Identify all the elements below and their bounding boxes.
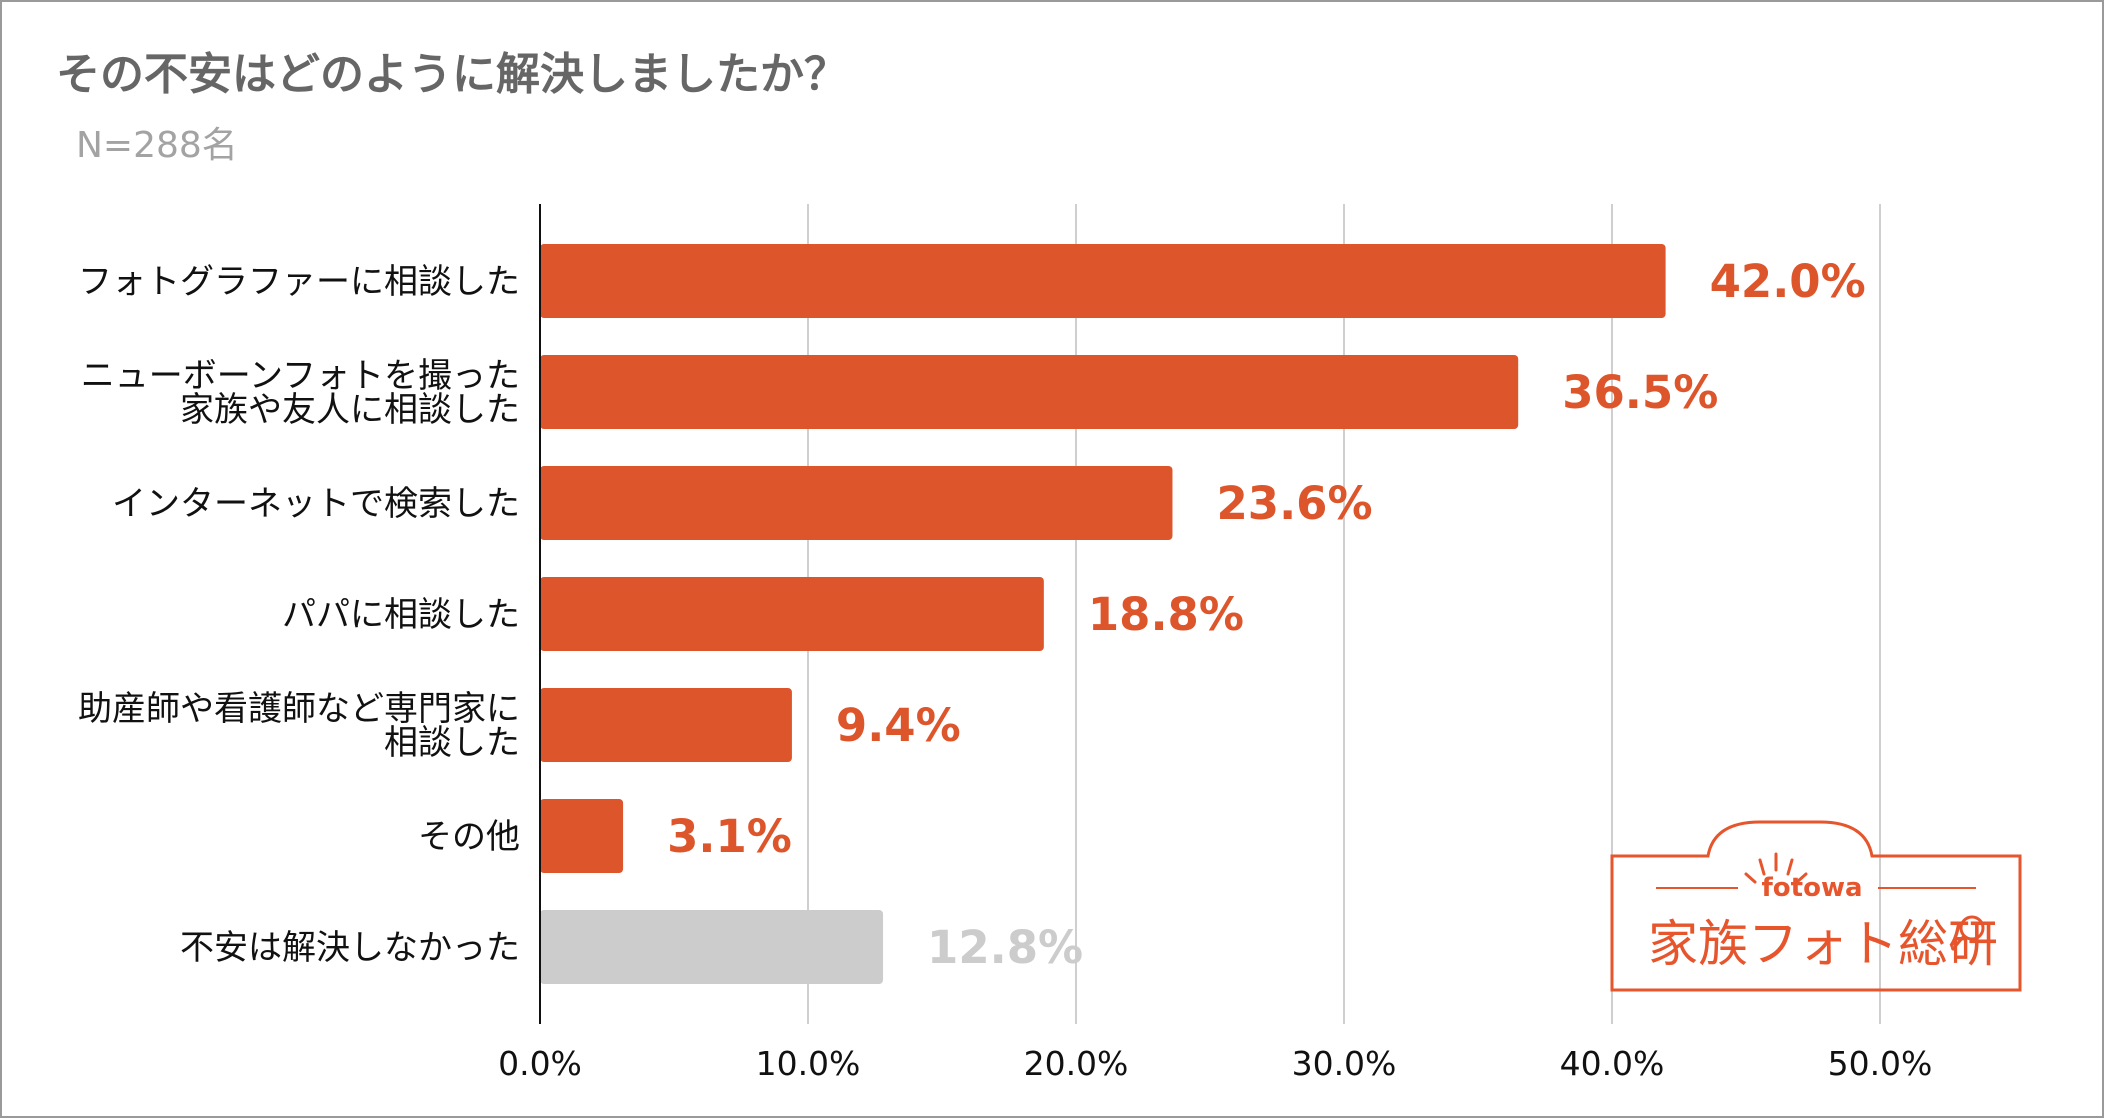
category-label-4-1: 相談した <box>384 723 520 763</box>
logo-frame <box>1610 820 2022 992</box>
bar-6 <box>540 910 884 984</box>
value-label-6: 12.8% <box>927 921 1083 974</box>
value-label-0: 42.0% <box>1710 255 1866 308</box>
logo-text: 家族フォト総研 <box>1648 915 1998 973</box>
chart-subtitle: N=288名 <box>76 125 238 166</box>
bar-5 <box>540 799 624 873</box>
magnifier-icon <box>1950 915 1985 951</box>
bar-2 <box>540 466 1173 540</box>
category-label-1-0: ニューボーンフォトを撮った <box>81 356 520 396</box>
value-label-1: 36.5% <box>1562 366 1718 419</box>
x-tick-label-1: 10.0% <box>756 1044 861 1083</box>
x-tick-label-0: 0.0% <box>498 1044 582 1083</box>
category-label-4-0: 助産師や看護師など専門家に <box>78 689 520 729</box>
value-label-5: 3.1% <box>667 810 792 863</box>
bar-4 <box>540 688 792 762</box>
x-tick-label-2: 20.0% <box>1024 1044 1129 1083</box>
category-label-2-0: インターネットで検索した <box>112 484 520 524</box>
value-label-3: 18.8% <box>1088 588 1244 641</box>
category-label-6-0: 不安は解決しなかった <box>180 928 520 968</box>
x-tick-label-5: 50.0% <box>1828 1044 1933 1083</box>
value-label-4: 9.4% <box>836 699 961 752</box>
bar-3 <box>540 577 1044 651</box>
bar-0 <box>540 244 1666 318</box>
category-label-5-0: その他 <box>418 817 520 857</box>
value-label-2: 23.6% <box>1216 477 1372 530</box>
x-tick-label-3: 30.0% <box>1292 1044 1397 1083</box>
category-label-0-0: フォトグラファーに相談した <box>78 262 520 302</box>
sun-rays-icon <box>1744 852 1808 884</box>
logo-badge <box>1610 820 2022 992</box>
x-tick-label-4: 40.0% <box>1560 1044 1665 1083</box>
category-label-3-0: パパに相談した <box>282 595 520 635</box>
logo-brand: fotowa <box>1761 873 1863 903</box>
chart-title: その不安はどのように解決しましたか？ <box>56 49 848 100</box>
category-label-1-1: 家族や友人に相談した <box>180 390 520 430</box>
bar-1 <box>540 355 1519 429</box>
